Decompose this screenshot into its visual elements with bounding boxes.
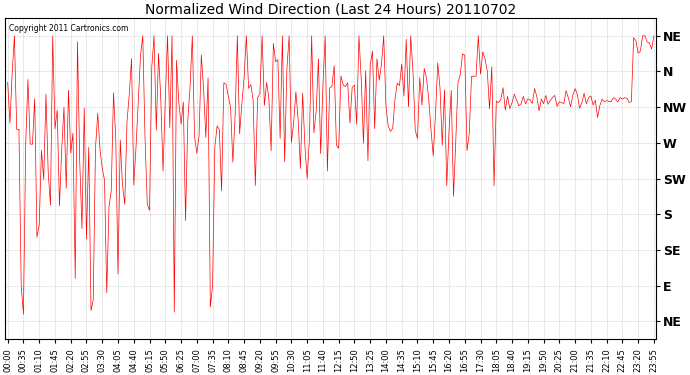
Title: Normalized Wind Direction (Last 24 Hours) 20110702: Normalized Wind Direction (Last 24 Hours… (145, 3, 516, 17)
Text: Copyright 2011 Cartronics.com: Copyright 2011 Cartronics.com (9, 24, 128, 33)
